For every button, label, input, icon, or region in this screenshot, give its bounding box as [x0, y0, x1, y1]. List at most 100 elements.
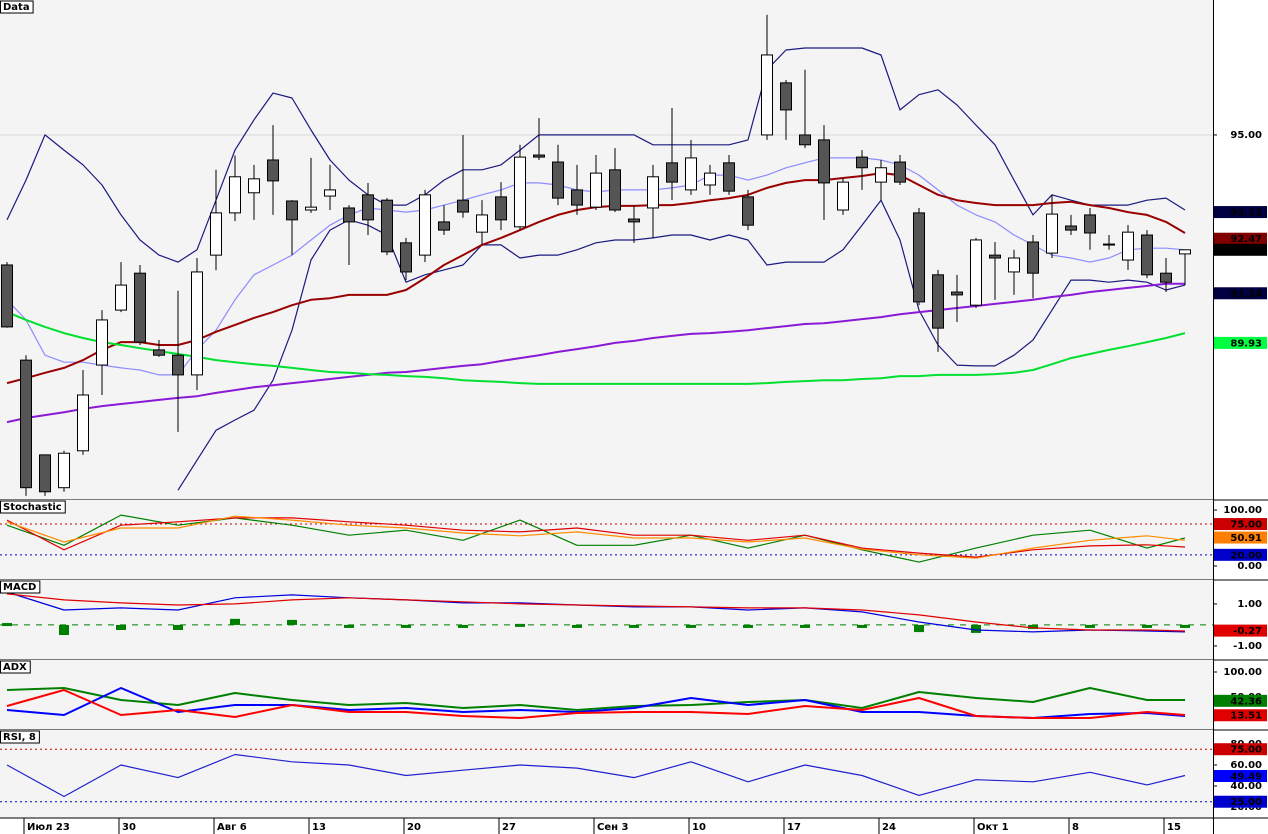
plot-area: [0, 660, 1213, 730]
indicator-line: [6, 47, 1186, 263]
candle-body: [1122, 231, 1134, 261]
candle-body: [723, 162, 735, 192]
value-label: 91.14: [1230, 289, 1262, 300]
candle-body: [77, 394, 89, 452]
histogram-bar: [116, 624, 126, 630]
candle-body: [191, 271, 203, 376]
panel-title-box: [0, 730, 40, 744]
candle-body: [229, 176, 241, 214]
indicator-line: [6, 687, 1185, 711]
candle-body: [799, 134, 811, 146]
x-tick-label: 30: [122, 822, 136, 833]
candle-body: [647, 176, 659, 209]
y-tick-label: 0.00: [1237, 561, 1262, 572]
candle-body: [96, 319, 108, 366]
x-tick-label: 10: [692, 822, 706, 833]
value-label-box: [1214, 548, 1267, 561]
candle-body: [324, 189, 336, 197]
value-label: 75.00: [1230, 520, 1262, 531]
y-tick-label: -1.00: [1233, 641, 1262, 652]
histogram-bar: [1180, 624, 1190, 628]
candle-body: [267, 159, 279, 182]
x-tick-label: 13: [312, 822, 326, 833]
candle-body: [362, 194, 374, 221]
candle-body: [305, 206, 317, 211]
value-label-box: [1214, 770, 1267, 783]
value-label-box: [1214, 206, 1267, 219]
x-tick-label: Июл 23: [27, 822, 70, 833]
histogram-bar: [686, 624, 696, 628]
y-tick-label: 40.00: [1230, 781, 1262, 792]
indicator-line: [6, 282, 1185, 424]
candle-body: [381, 199, 393, 253]
candle-body: [609, 169, 621, 211]
candle-body: [704, 172, 716, 186]
value-label: 42.36: [1230, 696, 1262, 707]
candle-body: [1, 264, 13, 328]
histogram-bar: [857, 624, 867, 628]
candle-body: [1179, 249, 1191, 255]
value-label: 92.47: [1230, 234, 1262, 245]
candle-body: [1141, 234, 1153, 276]
y-tick-label: 100.00: [1223, 505, 1262, 516]
candle-body: [39, 454, 51, 493]
value-label-box: [1214, 743, 1267, 756]
panel-title: MACD: [3, 582, 36, 593]
candle-body: [1046, 213, 1058, 254]
candle-body: [913, 212, 925, 303]
histogram-bar: [2, 623, 12, 627]
candle-body: [533, 154, 545, 158]
histogram-bar: [800, 624, 810, 628]
histogram-bar: [914, 624, 924, 633]
value-label-box: [1214, 531, 1267, 544]
value-label: 93.12: [1230, 208, 1262, 219]
candle-body: [419, 194, 431, 256]
histogram-bar: [1085, 624, 1095, 628]
panel-title: Data: [3, 2, 30, 13]
histogram-bar: [401, 624, 411, 628]
candle-body: [970, 239, 982, 306]
candle-body: [894, 161, 906, 183]
candle-body: [1084, 214, 1096, 234]
candle-body: [837, 181, 849, 211]
indicator-line: [6, 753, 1186, 798]
candle-body: [286, 200, 298, 221]
histogram-bar: [629, 624, 639, 628]
value-label: 89.93: [1230, 338, 1262, 349]
indicator-line: [6, 515, 1186, 559]
candle-body: [438, 221, 450, 231]
candle-body: [20, 359, 32, 489]
panel-title-box: [0, 660, 31, 674]
indicator-line: [6, 689, 1186, 719]
candle-body: [856, 156, 868, 169]
candle-body: [115, 284, 127, 311]
candle-body: [761, 54, 773, 136]
candle-body: [742, 196, 754, 226]
candle-body: [666, 162, 678, 183]
candle-body: [514, 156, 526, 228]
indicator-line: [6, 311, 1186, 385]
candle-body: [248, 178, 260, 194]
histogram-bar: [59, 624, 69, 636]
candle-body: [343, 207, 355, 223]
x-tick-label: 20: [407, 822, 421, 833]
candle-body: [153, 349, 165, 356]
y-tick-label: 100.00: [1223, 667, 1262, 678]
candle-body: [552, 161, 564, 199]
panel: [0, 591, 1213, 636]
histogram-bar: [344, 624, 354, 628]
value-label-box: [1214, 336, 1267, 349]
candle-body: [780, 82, 792, 111]
x-tick-label: 8: [1072, 822, 1079, 833]
candle-body: [134, 272, 146, 343]
x-tick-label: Сен 3: [597, 822, 629, 833]
candle-body: [476, 214, 488, 233]
histogram-bar: [971, 624, 981, 633]
y-tick-label: 60.00: [1230, 760, 1262, 771]
candle-body: [457, 199, 469, 213]
candle-body: [400, 242, 412, 273]
value-label: 92.20: [1230, 245, 1262, 256]
candle-body: [58, 452, 70, 489]
candle-body: [590, 172, 602, 208]
